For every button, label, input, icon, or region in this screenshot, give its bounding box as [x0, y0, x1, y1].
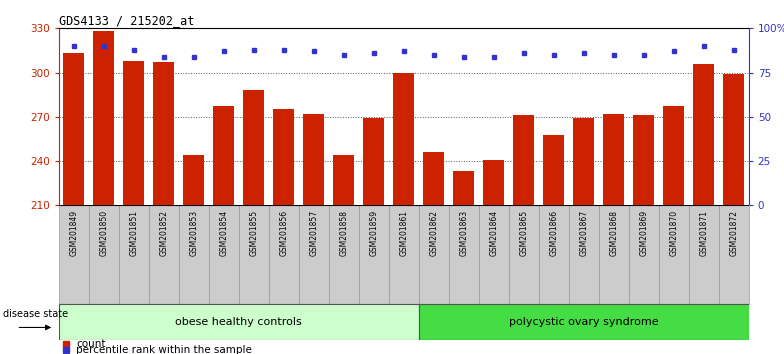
Text: GSM201849: GSM201849 [69, 210, 78, 256]
Text: GSM201855: GSM201855 [249, 210, 258, 256]
Bar [239, 205, 269, 304]
Text: GSM201868: GSM201868 [609, 210, 619, 256]
Bar [479, 205, 509, 304]
Bar [394, 73, 414, 205]
Bar [723, 74, 744, 205]
Text: obese healthy controls: obese healthy controls [176, 317, 302, 327]
Bar [453, 171, 474, 205]
Bar [328, 205, 359, 304]
Bar [333, 155, 354, 205]
Text: GSM201861: GSM201861 [399, 210, 408, 256]
Text: GSM201872: GSM201872 [729, 210, 739, 256]
Text: GSM201858: GSM201858 [339, 210, 348, 256]
Text: disease state: disease state [3, 309, 68, 319]
Bar [59, 304, 419, 340]
Bar [89, 205, 119, 304]
Text: GSM201870: GSM201870 [670, 210, 678, 256]
Bar [633, 115, 654, 205]
Bar [269, 205, 299, 304]
Bar [448, 205, 479, 304]
Text: polycystic ovary syndrome: polycystic ovary syndrome [509, 317, 659, 327]
Bar [539, 205, 568, 304]
Bar [303, 114, 325, 205]
Text: GSM201871: GSM201871 [699, 210, 708, 256]
Bar [183, 155, 205, 205]
Text: GSM201852: GSM201852 [159, 210, 169, 256]
Bar [119, 205, 149, 304]
Text: GSM201862: GSM201862 [430, 210, 438, 256]
Bar [274, 109, 294, 205]
Bar [59, 205, 89, 304]
Bar [509, 205, 539, 304]
Text: count: count [76, 339, 106, 349]
Bar [543, 135, 564, 205]
Bar [719, 205, 749, 304]
Bar [688, 205, 719, 304]
Text: GSM201850: GSM201850 [100, 210, 108, 256]
Bar [629, 205, 659, 304]
Bar [389, 205, 419, 304]
Bar [243, 90, 264, 205]
Bar [213, 107, 234, 205]
Text: GSM201857: GSM201857 [309, 210, 318, 256]
Bar [179, 205, 209, 304]
Bar [419, 304, 749, 340]
Bar [693, 64, 714, 205]
Bar [149, 205, 179, 304]
Bar [93, 31, 114, 205]
Bar [419, 205, 448, 304]
Bar [599, 205, 629, 304]
Bar [64, 53, 85, 205]
Text: GSM201851: GSM201851 [129, 210, 138, 256]
Bar [154, 62, 174, 205]
Bar [299, 205, 328, 304]
Bar [663, 107, 684, 205]
Text: GSM201859: GSM201859 [369, 210, 378, 256]
Text: GSM201869: GSM201869 [639, 210, 648, 256]
Text: GSM201856: GSM201856 [279, 210, 289, 256]
Text: GSM201853: GSM201853 [189, 210, 198, 256]
Bar [359, 205, 389, 304]
Bar [659, 205, 688, 304]
Bar [573, 118, 594, 205]
Text: percentile rank within the sample: percentile rank within the sample [76, 345, 252, 354]
Bar [363, 118, 384, 205]
Text: GSM201865: GSM201865 [519, 210, 528, 256]
Text: GSM201854: GSM201854 [220, 210, 228, 256]
Bar [423, 152, 445, 205]
Bar [514, 115, 534, 205]
Bar [483, 160, 504, 205]
Text: GSM201866: GSM201866 [550, 210, 558, 256]
Text: GDS4133 / 215202_at: GDS4133 / 215202_at [59, 14, 194, 27]
Bar [123, 61, 144, 205]
Bar [568, 205, 599, 304]
Text: GSM201864: GSM201864 [489, 210, 499, 256]
Bar [603, 114, 624, 205]
Text: GSM201863: GSM201863 [459, 210, 468, 256]
Text: GSM201867: GSM201867 [579, 210, 588, 256]
Bar [209, 205, 239, 304]
